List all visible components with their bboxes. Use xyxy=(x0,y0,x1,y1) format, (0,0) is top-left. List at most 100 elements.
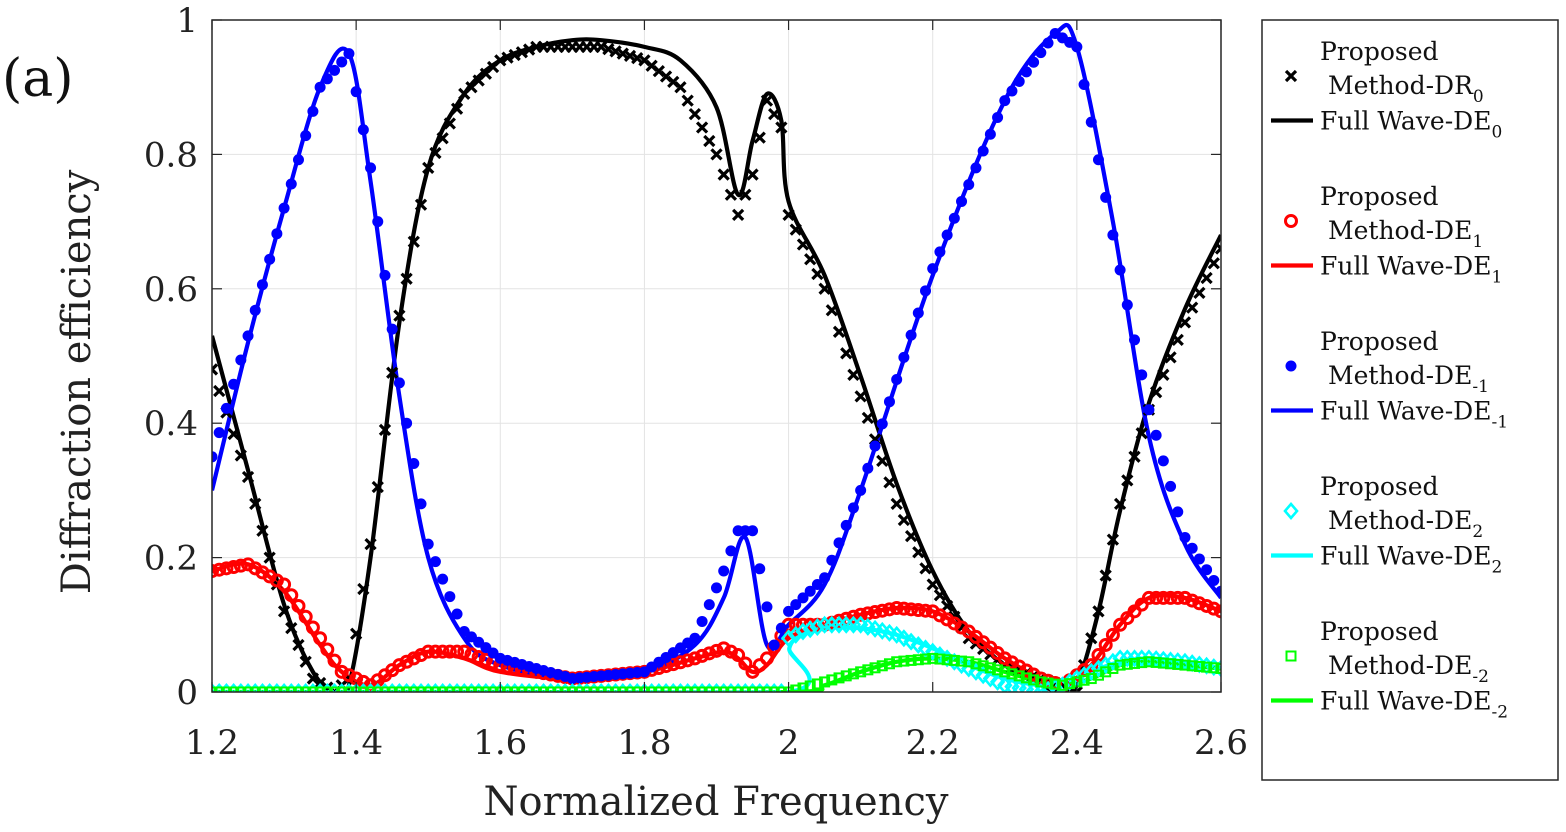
data-point xyxy=(400,272,413,285)
data-point xyxy=(228,686,240,692)
data-point xyxy=(422,686,434,692)
data-point xyxy=(305,620,320,635)
data-point xyxy=(1083,662,1099,681)
data-point xyxy=(747,686,759,692)
data-point xyxy=(847,368,860,381)
data-point xyxy=(846,609,861,624)
data-point xyxy=(350,627,363,640)
data-point xyxy=(1185,593,1200,608)
data-point xyxy=(904,602,919,617)
data-point xyxy=(883,396,895,408)
data-point xyxy=(212,363,219,376)
data-point xyxy=(868,605,883,620)
data-point xyxy=(1013,670,1025,682)
data-point xyxy=(940,599,954,613)
data-point xyxy=(1006,668,1018,680)
data-point xyxy=(321,686,333,692)
data-point xyxy=(602,686,614,692)
data-point xyxy=(688,107,702,121)
data-point xyxy=(292,638,305,652)
data-point xyxy=(918,603,933,618)
plot-frame xyxy=(211,19,1222,693)
data-point xyxy=(1085,116,1097,128)
data-point xyxy=(768,639,780,651)
data-point xyxy=(674,81,687,94)
data-point xyxy=(703,686,715,692)
data-point xyxy=(999,666,1011,678)
data-point xyxy=(711,686,722,692)
data-point xyxy=(1121,299,1133,311)
data-point xyxy=(948,654,960,666)
data-point xyxy=(883,658,895,670)
data-point xyxy=(233,558,248,573)
data-point xyxy=(970,162,982,174)
data-point xyxy=(660,686,672,692)
data-point xyxy=(876,454,889,467)
data-point xyxy=(689,632,701,644)
data-point xyxy=(780,629,797,648)
data-point xyxy=(1092,154,1104,166)
data-point xyxy=(919,562,932,575)
data-point xyxy=(300,130,312,142)
data-point xyxy=(581,686,593,692)
data-point xyxy=(263,551,276,564)
data-point xyxy=(732,686,744,692)
data-point xyxy=(249,497,262,510)
data-point xyxy=(437,573,449,585)
data-point xyxy=(307,686,319,692)
data-point xyxy=(680,653,695,668)
data-point xyxy=(932,646,948,665)
data-point xyxy=(1172,506,1184,518)
data-point xyxy=(724,188,738,201)
data-point xyxy=(421,644,436,659)
data-point xyxy=(414,198,428,211)
data-point xyxy=(365,686,377,692)
data-point xyxy=(227,427,240,441)
data-point xyxy=(1056,679,1068,691)
data-point xyxy=(746,168,759,181)
data-point xyxy=(775,121,788,134)
data-point xyxy=(284,588,299,603)
data-point xyxy=(1105,652,1121,671)
data-point xyxy=(212,562,227,577)
data-point xyxy=(667,686,679,692)
data-point xyxy=(1097,656,1114,675)
data-point xyxy=(739,686,751,692)
data-point xyxy=(753,131,766,144)
data-point xyxy=(775,622,787,634)
data-point xyxy=(992,664,1004,676)
data-point xyxy=(833,537,845,549)
data-point xyxy=(487,686,499,692)
data-point xyxy=(731,208,745,222)
data-point xyxy=(738,656,753,671)
data-point xyxy=(673,655,688,670)
data-point xyxy=(442,644,457,659)
data-point xyxy=(869,440,881,452)
data-point xyxy=(1049,678,1061,690)
data-point xyxy=(1171,333,1184,347)
series-markers-proposed-method-dr0 xyxy=(212,40,1221,692)
data-point xyxy=(674,686,686,692)
data-point xyxy=(855,666,867,678)
data-point xyxy=(256,686,268,692)
legend-label: Proposed xyxy=(1320,472,1439,501)
data-point xyxy=(1208,662,1220,674)
data-point xyxy=(1150,429,1162,441)
data-point xyxy=(1165,658,1177,670)
data-point xyxy=(378,423,392,437)
data-point xyxy=(242,330,254,342)
data-point xyxy=(321,73,333,85)
data-point xyxy=(1163,590,1178,605)
data-point xyxy=(790,684,802,692)
data-point xyxy=(386,366,399,379)
data-point xyxy=(437,686,449,692)
data-point xyxy=(1090,659,1107,678)
data-point xyxy=(444,591,456,603)
data-point xyxy=(624,686,636,692)
series-markers-proposed-method-de-1 xyxy=(212,27,1221,685)
data-point xyxy=(970,658,982,670)
data-point xyxy=(464,647,479,662)
data-point xyxy=(896,601,911,616)
x-tick-label: 1.6 xyxy=(473,723,527,763)
